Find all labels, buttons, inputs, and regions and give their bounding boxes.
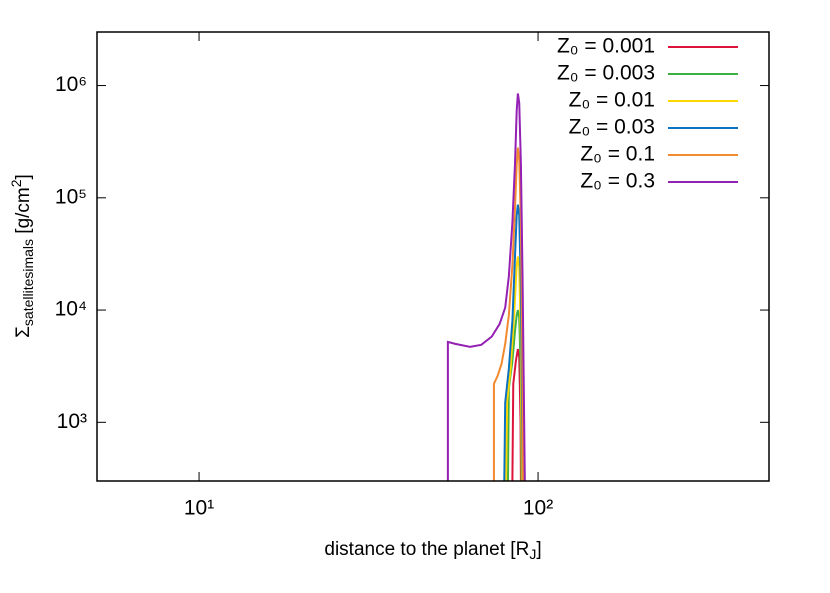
series-line: [446, 93, 526, 481]
y-axis-label-part: Σ: [13, 326, 34, 338]
plot-area: [446, 93, 526, 481]
legend-label: Z₀ = 0.001: [557, 35, 655, 58]
x-axis-label: distance to the planet [RJ]: [324, 539, 541, 562]
series-line: [511, 348, 522, 481]
x-axis-label-part: distance to the planet [R: [324, 539, 529, 560]
legend-label: Z₀ = 0.03: [569, 116, 655, 139]
legend-label: Z₀ = 0.003: [557, 62, 655, 85]
y-axis-label-part: satellitesimals: [20, 239, 36, 326]
y-axis-label-part: 2: [8, 179, 24, 187]
x-tick-label: 10¹: [184, 497, 214, 520]
y-tick-label: 10⁶: [55, 73, 87, 96]
y-tick-label: 10⁵: [55, 185, 87, 208]
legend-label: Z₀ = 0.3: [580, 170, 655, 193]
x-tick-label: 10²: [523, 497, 553, 520]
plot-frame: [96, 31, 770, 482]
y-tick-label: 10⁴: [55, 298, 87, 321]
legend-label: Z₀ = 0.1: [580, 143, 655, 166]
y-axis-label: Σsatellitesimals [g/cm2]: [8, 174, 36, 338]
y-tick-label: 10³: [57, 410, 87, 433]
x-axis-label-part: ]: [536, 539, 541, 560]
legend-label: Z₀ = 0.01: [569, 89, 655, 112]
y-axis-label-part: ]: [13, 174, 34, 179]
y-axis-label-part: [g/cm: [13, 187, 34, 239]
x-axis-label-part: J: [529, 546, 536, 562]
